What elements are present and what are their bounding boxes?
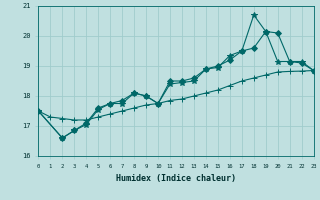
X-axis label: Humidex (Indice chaleur): Humidex (Indice chaleur) [116, 174, 236, 183]
